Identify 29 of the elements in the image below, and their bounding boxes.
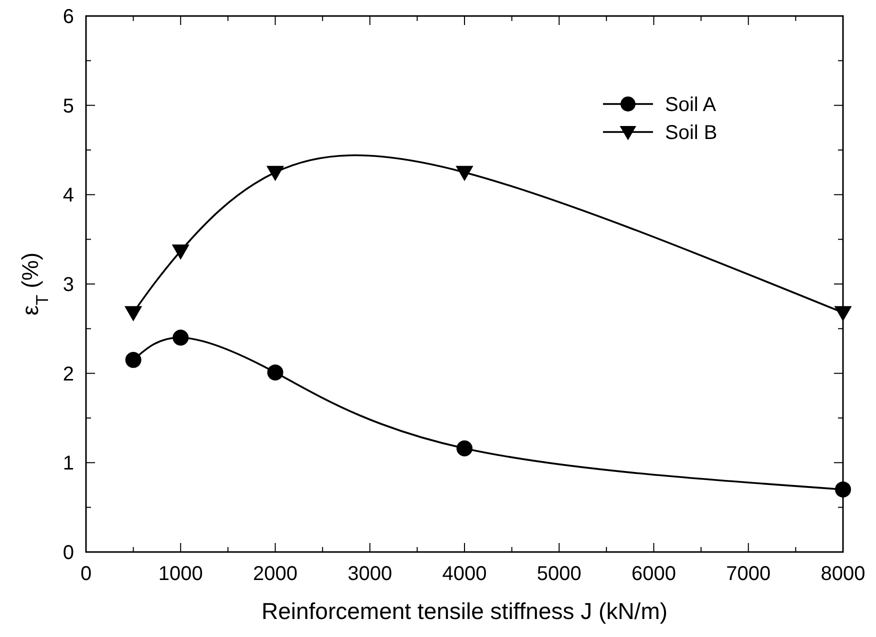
x-tick-label: 2000 bbox=[253, 563, 298, 585]
point bbox=[172, 330, 189, 346]
y-tick-label: 0 bbox=[62, 542, 74, 564]
point bbox=[835, 481, 851, 498]
x-tick-label: 0 bbox=[80, 563, 92, 585]
point bbox=[172, 244, 190, 260]
x-axis-title: Reinforcement tensile stiffness J (kN/m) bbox=[261, 598, 668, 624]
y-tick-label: 6 bbox=[62, 6, 74, 28]
y-tick-label: 4 bbox=[62, 184, 74, 207]
point bbox=[456, 166, 474, 182]
x-tick-label: 6000 bbox=[632, 563, 676, 585]
y-tick-label: 2 bbox=[62, 363, 74, 386]
point bbox=[125, 352, 142, 368]
point bbox=[267, 364, 284, 380]
point bbox=[124, 306, 142, 322]
x-tick-label: 7000 bbox=[726, 563, 771, 585]
y-tick-label: 3 bbox=[62, 274, 74, 296]
x-tick-label: 8000 bbox=[820, 563, 866, 585]
y-tick-label: 1 bbox=[62, 452, 74, 475]
x-tick-label: 5000 bbox=[536, 563, 582, 585]
point bbox=[456, 440, 472, 456]
point bbox=[266, 166, 284, 182]
legend-label: Soil B bbox=[665, 122, 718, 144]
legend-label: Soil A bbox=[665, 94, 717, 116]
x-tick-label: 4000 bbox=[442, 563, 487, 585]
x-tick-label: 1000 bbox=[158, 563, 203, 585]
point bbox=[834, 306, 852, 322]
y-tick-label: 5 bbox=[62, 95, 74, 118]
x-tick-label: 3000 bbox=[348, 563, 392, 585]
